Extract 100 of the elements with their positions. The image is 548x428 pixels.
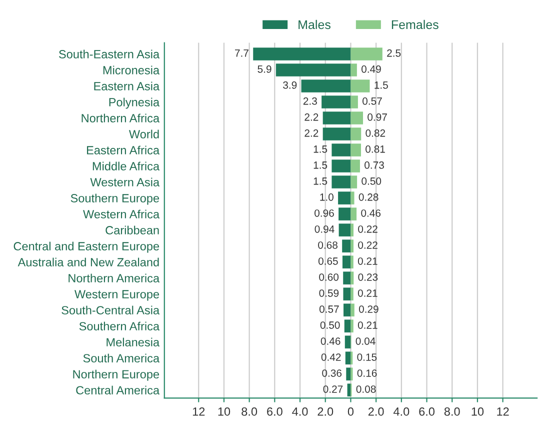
data-label: 0.22 [358, 225, 378, 233]
bar [350, 64, 357, 76]
data-label: 1.5 [314, 146, 328, 153]
y-tick-label: Eastern Asia [94, 82, 160, 90]
data-label: 0.94 [314, 225, 334, 233]
data-label: 0.21 [358, 257, 378, 265]
data-label: 3.9 [283, 81, 297, 89]
x-tick-label: 12 [497, 407, 509, 416]
y-tick-label: Southern Europe [70, 194, 160, 205]
bar [342, 240, 351, 252]
bar [350, 80, 370, 92]
data-label: 7.7 [235, 50, 248, 57]
bar [350, 256, 354, 268]
bar [350, 288, 354, 300]
bar [350, 320, 354, 332]
data-label: 0.46 [361, 209, 381, 217]
data-label: 2.5 [387, 49, 401, 57]
y-tick-label: South-Eastern Asia [59, 50, 160, 58]
data-label: 0.73 [364, 161, 384, 169]
x-tick-label: 8.0 [444, 407, 460, 416]
bar [332, 176, 351, 188]
y-tick-label: Eastern Africa [87, 146, 160, 154]
y-tick-label: Polynesia [109, 98, 160, 109]
legend-label: Males [298, 20, 330, 30]
y-tick-label: Southern Africa [79, 322, 160, 330]
data-label: 1.5 [374, 82, 388, 89]
legend-label: Females [392, 20, 438, 30]
data-label: 1.0 [320, 193, 334, 201]
bar [343, 304, 351, 316]
y-tick-label: Middle Africa [92, 162, 160, 170]
x-tick-label: 10 [472, 407, 484, 416]
data-label: 0.16 [357, 369, 377, 377]
x-tick-label: 10 [218, 407, 230, 416]
x-tick-label: 0 [348, 407, 354, 416]
data-label: 0.49 [362, 65, 381, 73]
x-tick-label: 6.0 [267, 407, 282, 416]
data-label: 0.68 [318, 241, 338, 249]
data-label: 0.21 [358, 289, 378, 297]
data-label: 0.50 [320, 321, 340, 329]
data-label: 0.15 [357, 353, 377, 361]
bar [343, 272, 351, 284]
data-label: 0.04 [356, 337, 376, 345]
x-tick-label: 4.0 [393, 407, 410, 416]
data-label: 0.57 [319, 305, 339, 313]
data-label: 0.97 [368, 113, 387, 121]
y-tick-label: Melanesia [106, 338, 160, 346]
bar [338, 192, 351, 204]
bar [350, 176, 358, 188]
data-label: 0.28 [358, 193, 378, 201]
bar [338, 208, 351, 220]
data-label: 0.59 [319, 289, 339, 297]
bar [253, 48, 351, 60]
data-label: 0.23 [358, 273, 378, 281]
bar [350, 96, 358, 108]
x-tick-label: 6.0 [419, 407, 435, 416]
data-label: 0.50 [362, 177, 382, 185]
data-label: 0.36 [322, 369, 342, 377]
y-tick-label: Australia and New Zealand [18, 258, 159, 266]
data-label: 0.08 [356, 385, 376, 393]
bar [343, 288, 351, 300]
bar [301, 80, 351, 92]
bar [332, 160, 351, 172]
bar [342, 256, 351, 268]
y-tick-label: Caribbean [106, 226, 159, 234]
x-tick-label: 4.0 [292, 407, 308, 416]
y-tick-label: Central America [76, 386, 160, 394]
bar [350, 304, 354, 316]
data-label: 1.5 [314, 162, 328, 169]
bar [350, 208, 357, 220]
bar [322, 128, 351, 140]
data-label: 0.65 [318, 257, 338, 265]
data-label: 0.57 [362, 97, 382, 105]
bar [322, 112, 351, 124]
data-label: 0.46 [320, 337, 340, 345]
data-label: 2.3 [303, 97, 317, 105]
data-label: 0.96 [314, 209, 334, 217]
bar [350, 272, 354, 284]
bar [350, 48, 382, 60]
data-label: 0.22 [358, 241, 378, 249]
bar [344, 336, 351, 348]
bar [344, 320, 351, 332]
data-label: 0.21 [358, 321, 378, 329]
y-tick-label: Western Africa [83, 210, 160, 218]
bar [322, 96, 351, 108]
data-label: 0.81 [366, 145, 385, 153]
bar [346, 368, 351, 380]
bar [350, 192, 354, 204]
y-tick-label: South-Central Asia [62, 306, 160, 314]
data-label: 0.42 [321, 353, 341, 361]
x-tick-label: 12 [192, 407, 205, 416]
y-tick-label: Western Europe [74, 290, 160, 301]
data-label: 2.2 [304, 113, 318, 121]
y-tick-label: Northern Africa [82, 114, 160, 122]
data-label: 5.9 [258, 65, 272, 73]
data-label: 0.27 [323, 385, 343, 393]
data-label: 0.29 [358, 305, 378, 313]
bar [350, 144, 361, 156]
y-tick-label: Northern America [68, 274, 160, 282]
y-tick-label: Central and Eastern Europe [14, 242, 160, 253]
bar [350, 240, 354, 252]
